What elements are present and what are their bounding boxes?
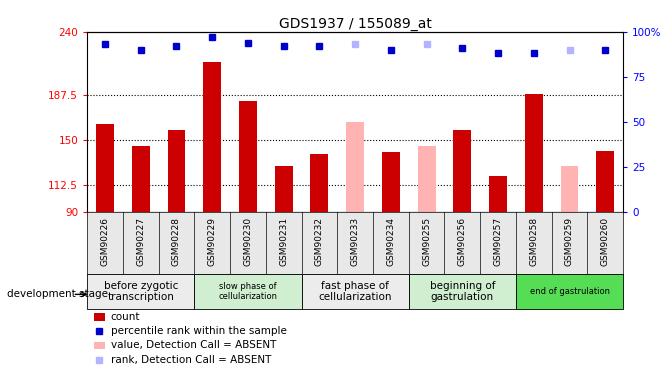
Text: GSM90255: GSM90255 — [422, 217, 431, 266]
Bar — [275, 166, 293, 212]
Bar — [203, 62, 221, 212]
Bar — [194, 274, 302, 309]
Text: GSM90257: GSM90257 — [494, 217, 502, 266]
Text: GSM90258: GSM90258 — [529, 217, 538, 266]
Text: GSM90229: GSM90229 — [208, 217, 216, 266]
Bar — [525, 94, 543, 212]
Bar — [302, 274, 409, 309]
Text: before zygotic
transcription: before zygotic transcription — [103, 281, 178, 302]
Text: GSM90226: GSM90226 — [100, 217, 109, 266]
Text: development stage: development stage — [7, 290, 108, 299]
Bar — [561, 166, 578, 212]
Text: count: count — [111, 312, 140, 322]
Text: slow phase of
cellularization: slow phase of cellularization — [218, 282, 277, 301]
Bar — [239, 102, 257, 212]
Bar — [417, 146, 436, 212]
Text: GSM90228: GSM90228 — [172, 217, 181, 266]
Bar — [346, 122, 364, 212]
Bar — [516, 274, 623, 309]
Text: percentile rank within the sample: percentile rank within the sample — [111, 326, 287, 336]
Text: GSM90256: GSM90256 — [458, 217, 467, 266]
Text: rank, Detection Call = ABSENT: rank, Detection Call = ABSENT — [111, 355, 271, 364]
Bar — [132, 146, 149, 212]
Bar — [87, 274, 194, 309]
Text: GSM90227: GSM90227 — [136, 217, 145, 266]
Text: end of gastrulation: end of gastrulation — [529, 287, 610, 296]
Text: GSM90230: GSM90230 — [243, 217, 253, 266]
Text: GSM90259: GSM90259 — [565, 217, 574, 266]
Bar — [596, 151, 614, 212]
Bar — [96, 124, 114, 212]
Text: GSM90233: GSM90233 — [350, 217, 360, 266]
Bar — [409, 274, 516, 309]
Title: GDS1937 / 155089_at: GDS1937 / 155089_at — [279, 17, 431, 31]
Text: GSM90232: GSM90232 — [315, 217, 324, 266]
Text: fast phase of
cellularization: fast phase of cellularization — [318, 281, 392, 302]
Bar — [382, 152, 400, 212]
Bar — [454, 130, 471, 212]
Bar — [489, 176, 507, 212]
Text: beginning of
gastrulation: beginning of gastrulation — [429, 281, 495, 302]
Text: GSM90260: GSM90260 — [601, 217, 610, 266]
Text: GSM90231: GSM90231 — [279, 217, 288, 266]
Bar — [168, 130, 186, 212]
Text: value, Detection Call = ABSENT: value, Detection Call = ABSENT — [111, 340, 276, 350]
Text: GSM90234: GSM90234 — [387, 217, 395, 266]
Bar — [310, 154, 328, 212]
